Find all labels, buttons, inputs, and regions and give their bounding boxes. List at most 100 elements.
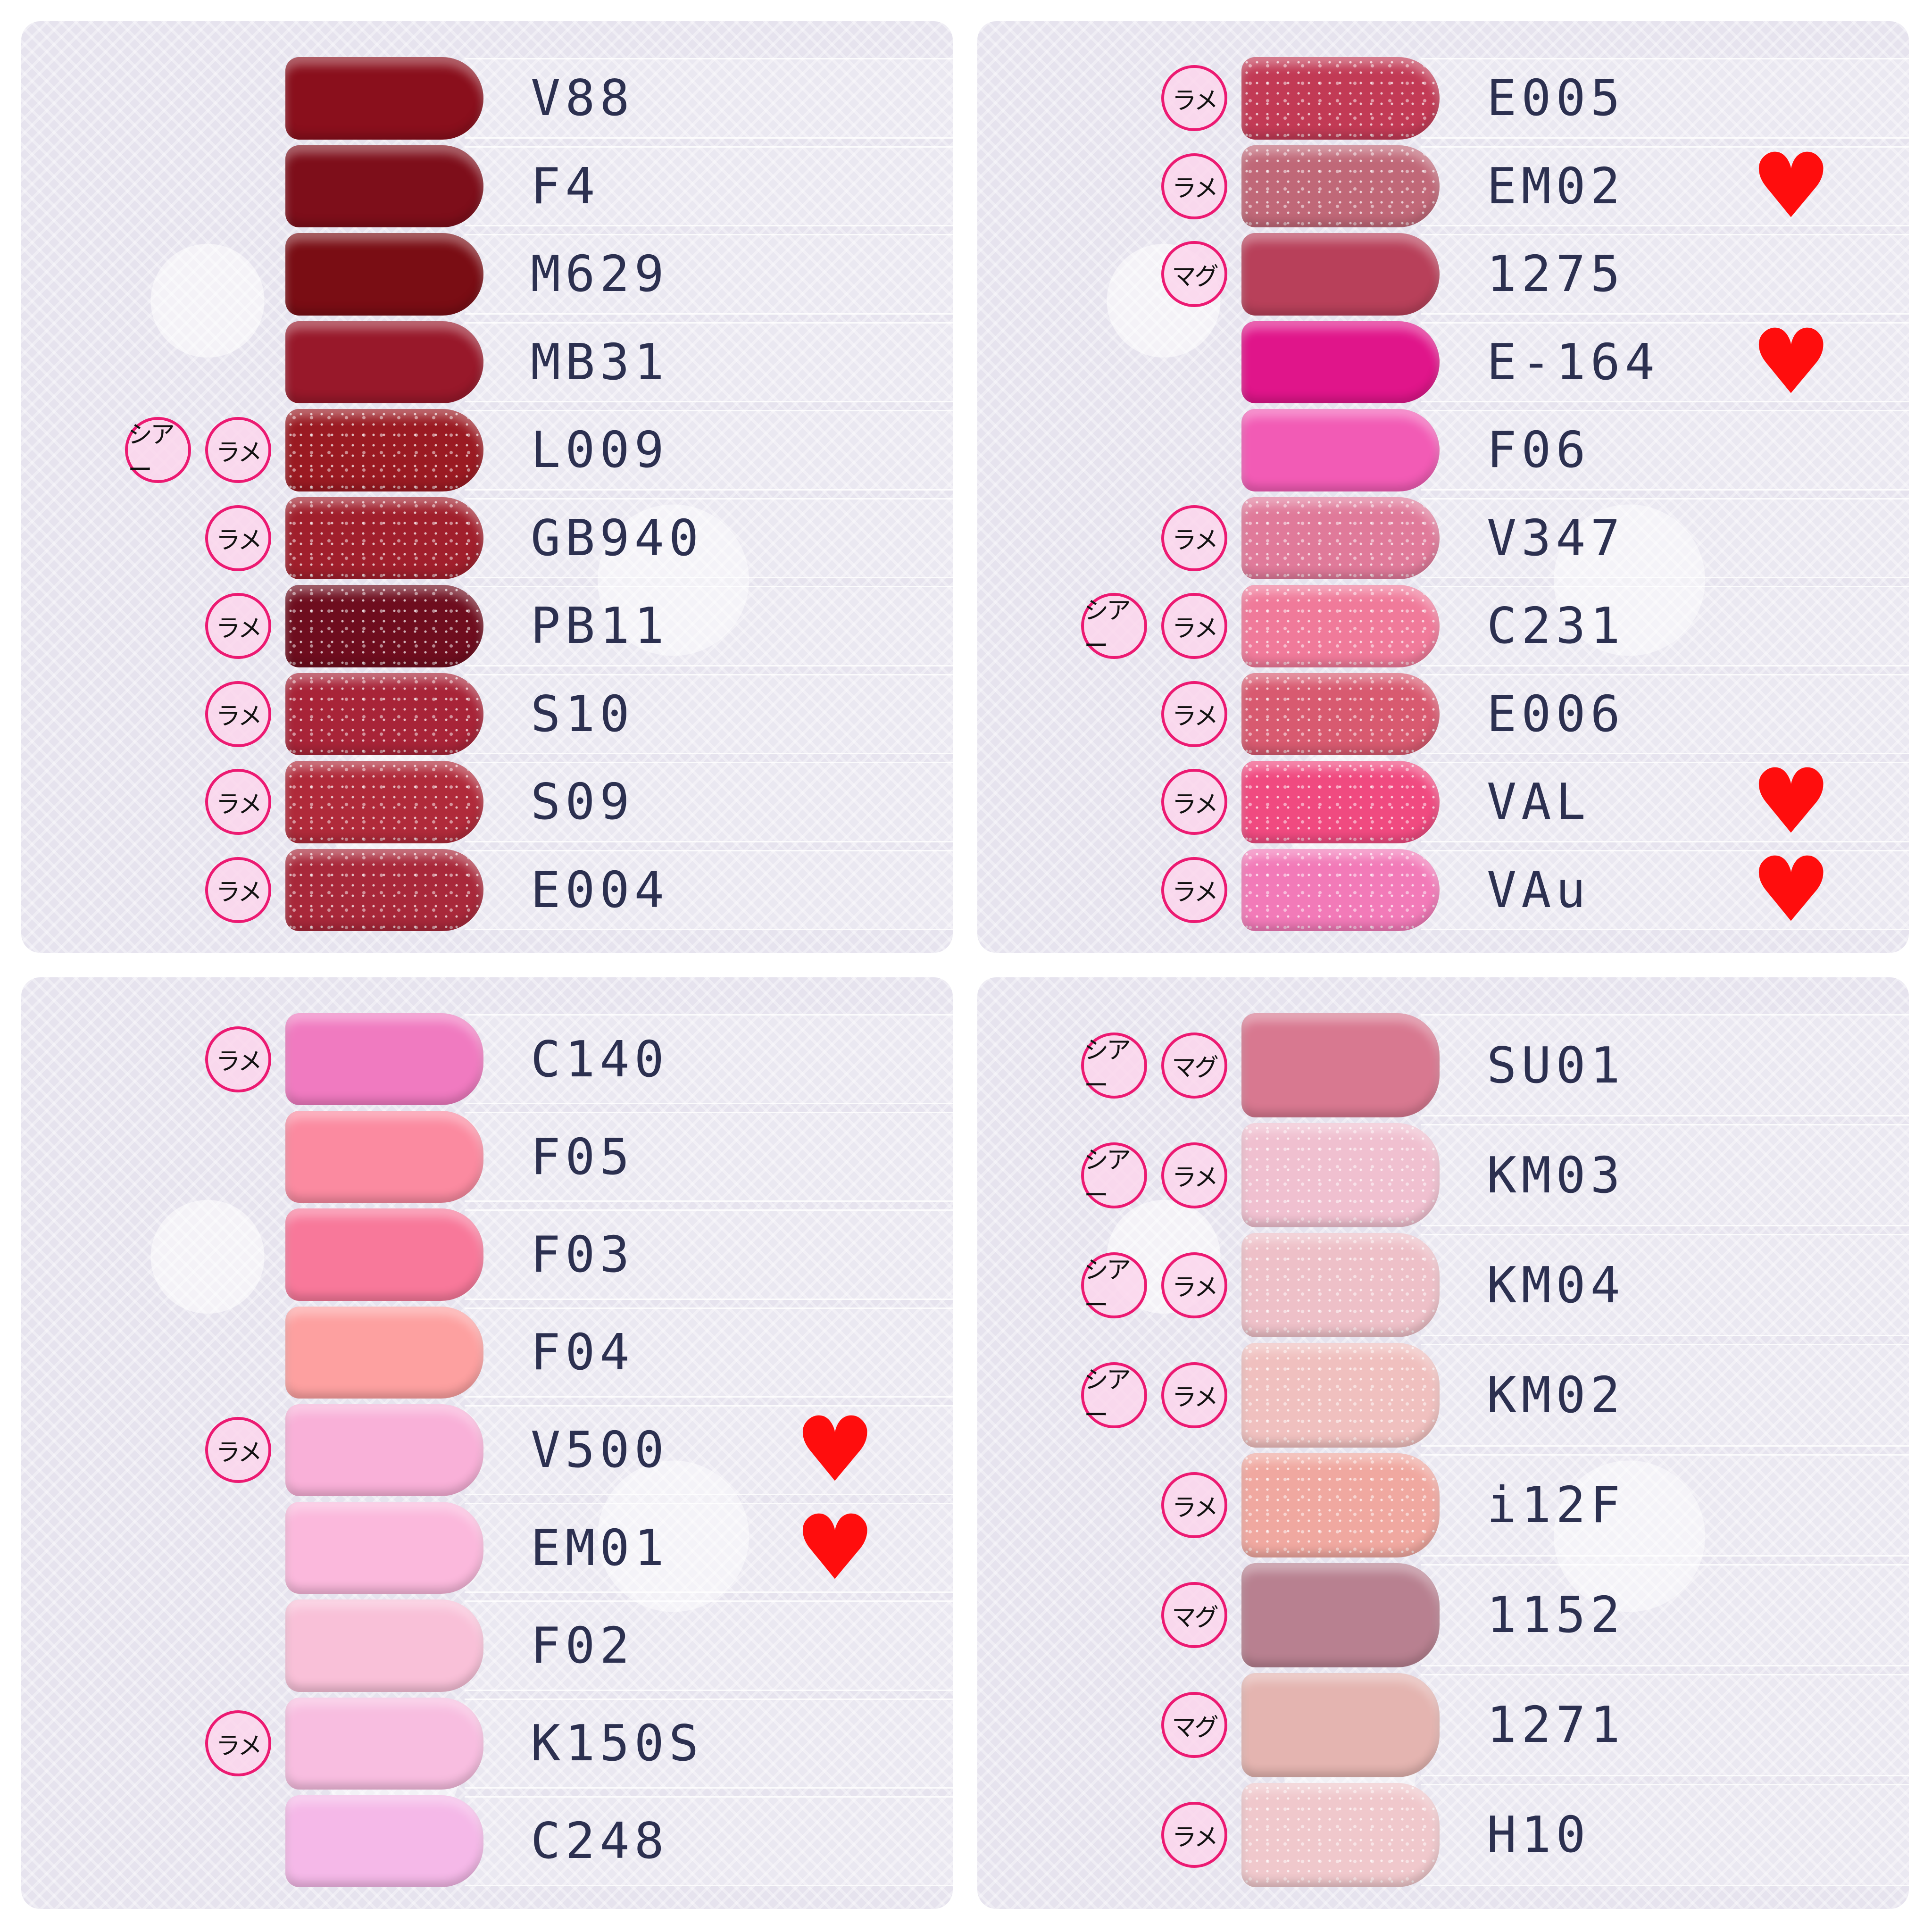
swatch-label: KM04 (1487, 1256, 1625, 1314)
swatch-label: MB31 (531, 333, 669, 391)
swatch-row: ラメ C140 (21, 1010, 953, 1108)
swatch-label: EM02 (1487, 157, 1625, 215)
sheer-tag: シアー (1081, 1252, 1147, 1320)
magnet-tag: マグ (1161, 1582, 1227, 1649)
nail-swatch (285, 849, 483, 931)
swatch-row: EM01 ♥ (21, 1499, 953, 1597)
glitter-tag: ラメ (1161, 857, 1227, 923)
swatch-row: ラメ i12F (977, 1450, 1909, 1560)
swatch-stick (465, 1014, 953, 1105)
swatch-row: ラメ EM02 ♥ (977, 142, 1909, 231)
swatch-stick (1421, 498, 1909, 578)
heart-icon: ♥ (795, 1398, 875, 1502)
nail-swatch (1241, 57, 1440, 140)
tag-group (92, 1597, 271, 1694)
glitter-tag: ラメ (1161, 593, 1227, 659)
heart-icon: ♥ (1751, 309, 1832, 414)
swatch-stick (465, 1796, 953, 1886)
nail-swatch (1241, 497, 1440, 579)
swatch-stick (465, 1405, 953, 1496)
swatch-label: F4 (531, 157, 600, 215)
glitter-tag: ラメ (205, 857, 271, 923)
swatch-label: E004 (531, 861, 669, 919)
glitter-tag: ラメ (1161, 153, 1227, 219)
swatch-label: VAL (1487, 773, 1591, 831)
glitter-tag: ラメ (1161, 1472, 1227, 1539)
swatch-label: F04 (531, 1324, 634, 1382)
swatch-stick (1421, 1783, 1909, 1886)
swatch-row: V88 (21, 54, 953, 142)
swatch-row: ラメ V500 ♥ (21, 1401, 953, 1499)
swatch-label: PB11 (531, 597, 669, 655)
swatch-stick (1421, 322, 1909, 402)
tag-group (92, 142, 271, 231)
swatch-label: F06 (1487, 421, 1591, 479)
swatch-label: i12F (1487, 1476, 1625, 1534)
swatch-row: F03 (21, 1206, 953, 1303)
swatch-label: S10 (531, 685, 634, 743)
swatch-label: E006 (1487, 685, 1625, 743)
nail-swatch (285, 1306, 483, 1399)
nail-swatch (1241, 1233, 1440, 1338)
swatch-list: V88 F4 M629 MB31 シアー ラメ L009 ラメ GB940 ラメ PB11 ラメ S10… (21, 54, 953, 934)
swatch-label: F02 (531, 1616, 634, 1674)
sheer-tag: シアー (1081, 1362, 1147, 1430)
swatch-row: F02 (21, 1597, 953, 1694)
tag-group (1048, 318, 1227, 407)
glitter-tag: ラメ (205, 417, 271, 483)
tag-group (92, 1792, 271, 1890)
swatch-stick (1421, 234, 1909, 315)
nail-swatch (1241, 1673, 1440, 1777)
nail-swatch (285, 1111, 483, 1203)
glitter-tag: ラメ (205, 1710, 271, 1777)
glitter-tag: ラメ (1161, 65, 1227, 132)
swatch-list: ラメ E005 ラメ EM02 ♥ マグ 1275 E-164 ♥ F06 ラメ V347 シアー ラメ C… (977, 54, 1909, 934)
swatch-list: ラメ C140 F05 F03 F04 ラメ V500 ♥ EM01 ♥ F02 ラメ K150S C24… (21, 1010, 953, 1890)
swatch-label: L009 (531, 421, 669, 479)
swatch-label: V500 (531, 1421, 669, 1479)
swatch-label: KM03 (1487, 1146, 1625, 1204)
swatch-label: C140 (531, 1030, 669, 1088)
swatch-row: E-164 ♥ (977, 309, 1909, 414)
tag-group: ラメ (1048, 54, 1227, 142)
swatch-label: 1275 (1487, 245, 1625, 303)
panel-light-pinks: ラメ C140 F05 F03 F04 ラメ V500 ♥ EM01 ♥ F02 ラメ K150S C24… (21, 977, 953, 1909)
swatch-stick (465, 322, 953, 402)
tag-group: ラメ (1048, 494, 1227, 583)
swatch-stick (1421, 1674, 1909, 1776)
tag-group (92, 54, 271, 142)
nail-swatch (1241, 1343, 1440, 1448)
tag-group: ラメ (92, 1401, 271, 1499)
heart-icon: ♥ (1751, 837, 1832, 942)
swatch-stick (465, 146, 953, 226)
nail-swatch (285, 1404, 483, 1497)
swatch-label: M629 (531, 245, 669, 303)
tag-group: シアー ラメ (1048, 582, 1227, 670)
glitter-tag: ラメ (205, 769, 271, 835)
glitter-tag: ラメ (1161, 1362, 1227, 1428)
swatch-label: VAu (1487, 861, 1591, 919)
swatch-label: H10 (1487, 1806, 1591, 1864)
swatch-stick (465, 234, 953, 315)
swatch-label: C248 (531, 1812, 669, 1870)
swatch-row: F06 (977, 406, 1909, 494)
nail-swatch (285, 585, 483, 667)
swatch-stick (1421, 410, 1909, 491)
swatch-label: E005 (1487, 69, 1625, 127)
glitter-tag: ラメ (1161, 769, 1227, 835)
tag-group: シアー ラメ (1048, 1120, 1227, 1230)
nail-swatch (1241, 145, 1440, 227)
swatch-label: KM02 (1487, 1366, 1625, 1424)
swatch-label: F05 (531, 1128, 634, 1186)
swatch-label: V88 (531, 69, 634, 127)
glitter-tag: ラメ (1161, 1252, 1227, 1318)
sheer-tag: シアー (1081, 1142, 1147, 1210)
glitter-tag: ラメ (205, 1417, 271, 1483)
swatch-stick (1421, 1014, 1909, 1117)
magnet-tag: マグ (1161, 1032, 1227, 1099)
tag-group: ラメ (1048, 1780, 1227, 1890)
swatch-label: F03 (531, 1226, 634, 1284)
panel-dark-reds: V88 F4 M629 MB31 シアー ラメ L009 ラメ GB940 ラメ PB11 ラメ S10… (21, 21, 953, 953)
nail-swatch (1241, 761, 1440, 843)
tag-group (92, 230, 271, 318)
